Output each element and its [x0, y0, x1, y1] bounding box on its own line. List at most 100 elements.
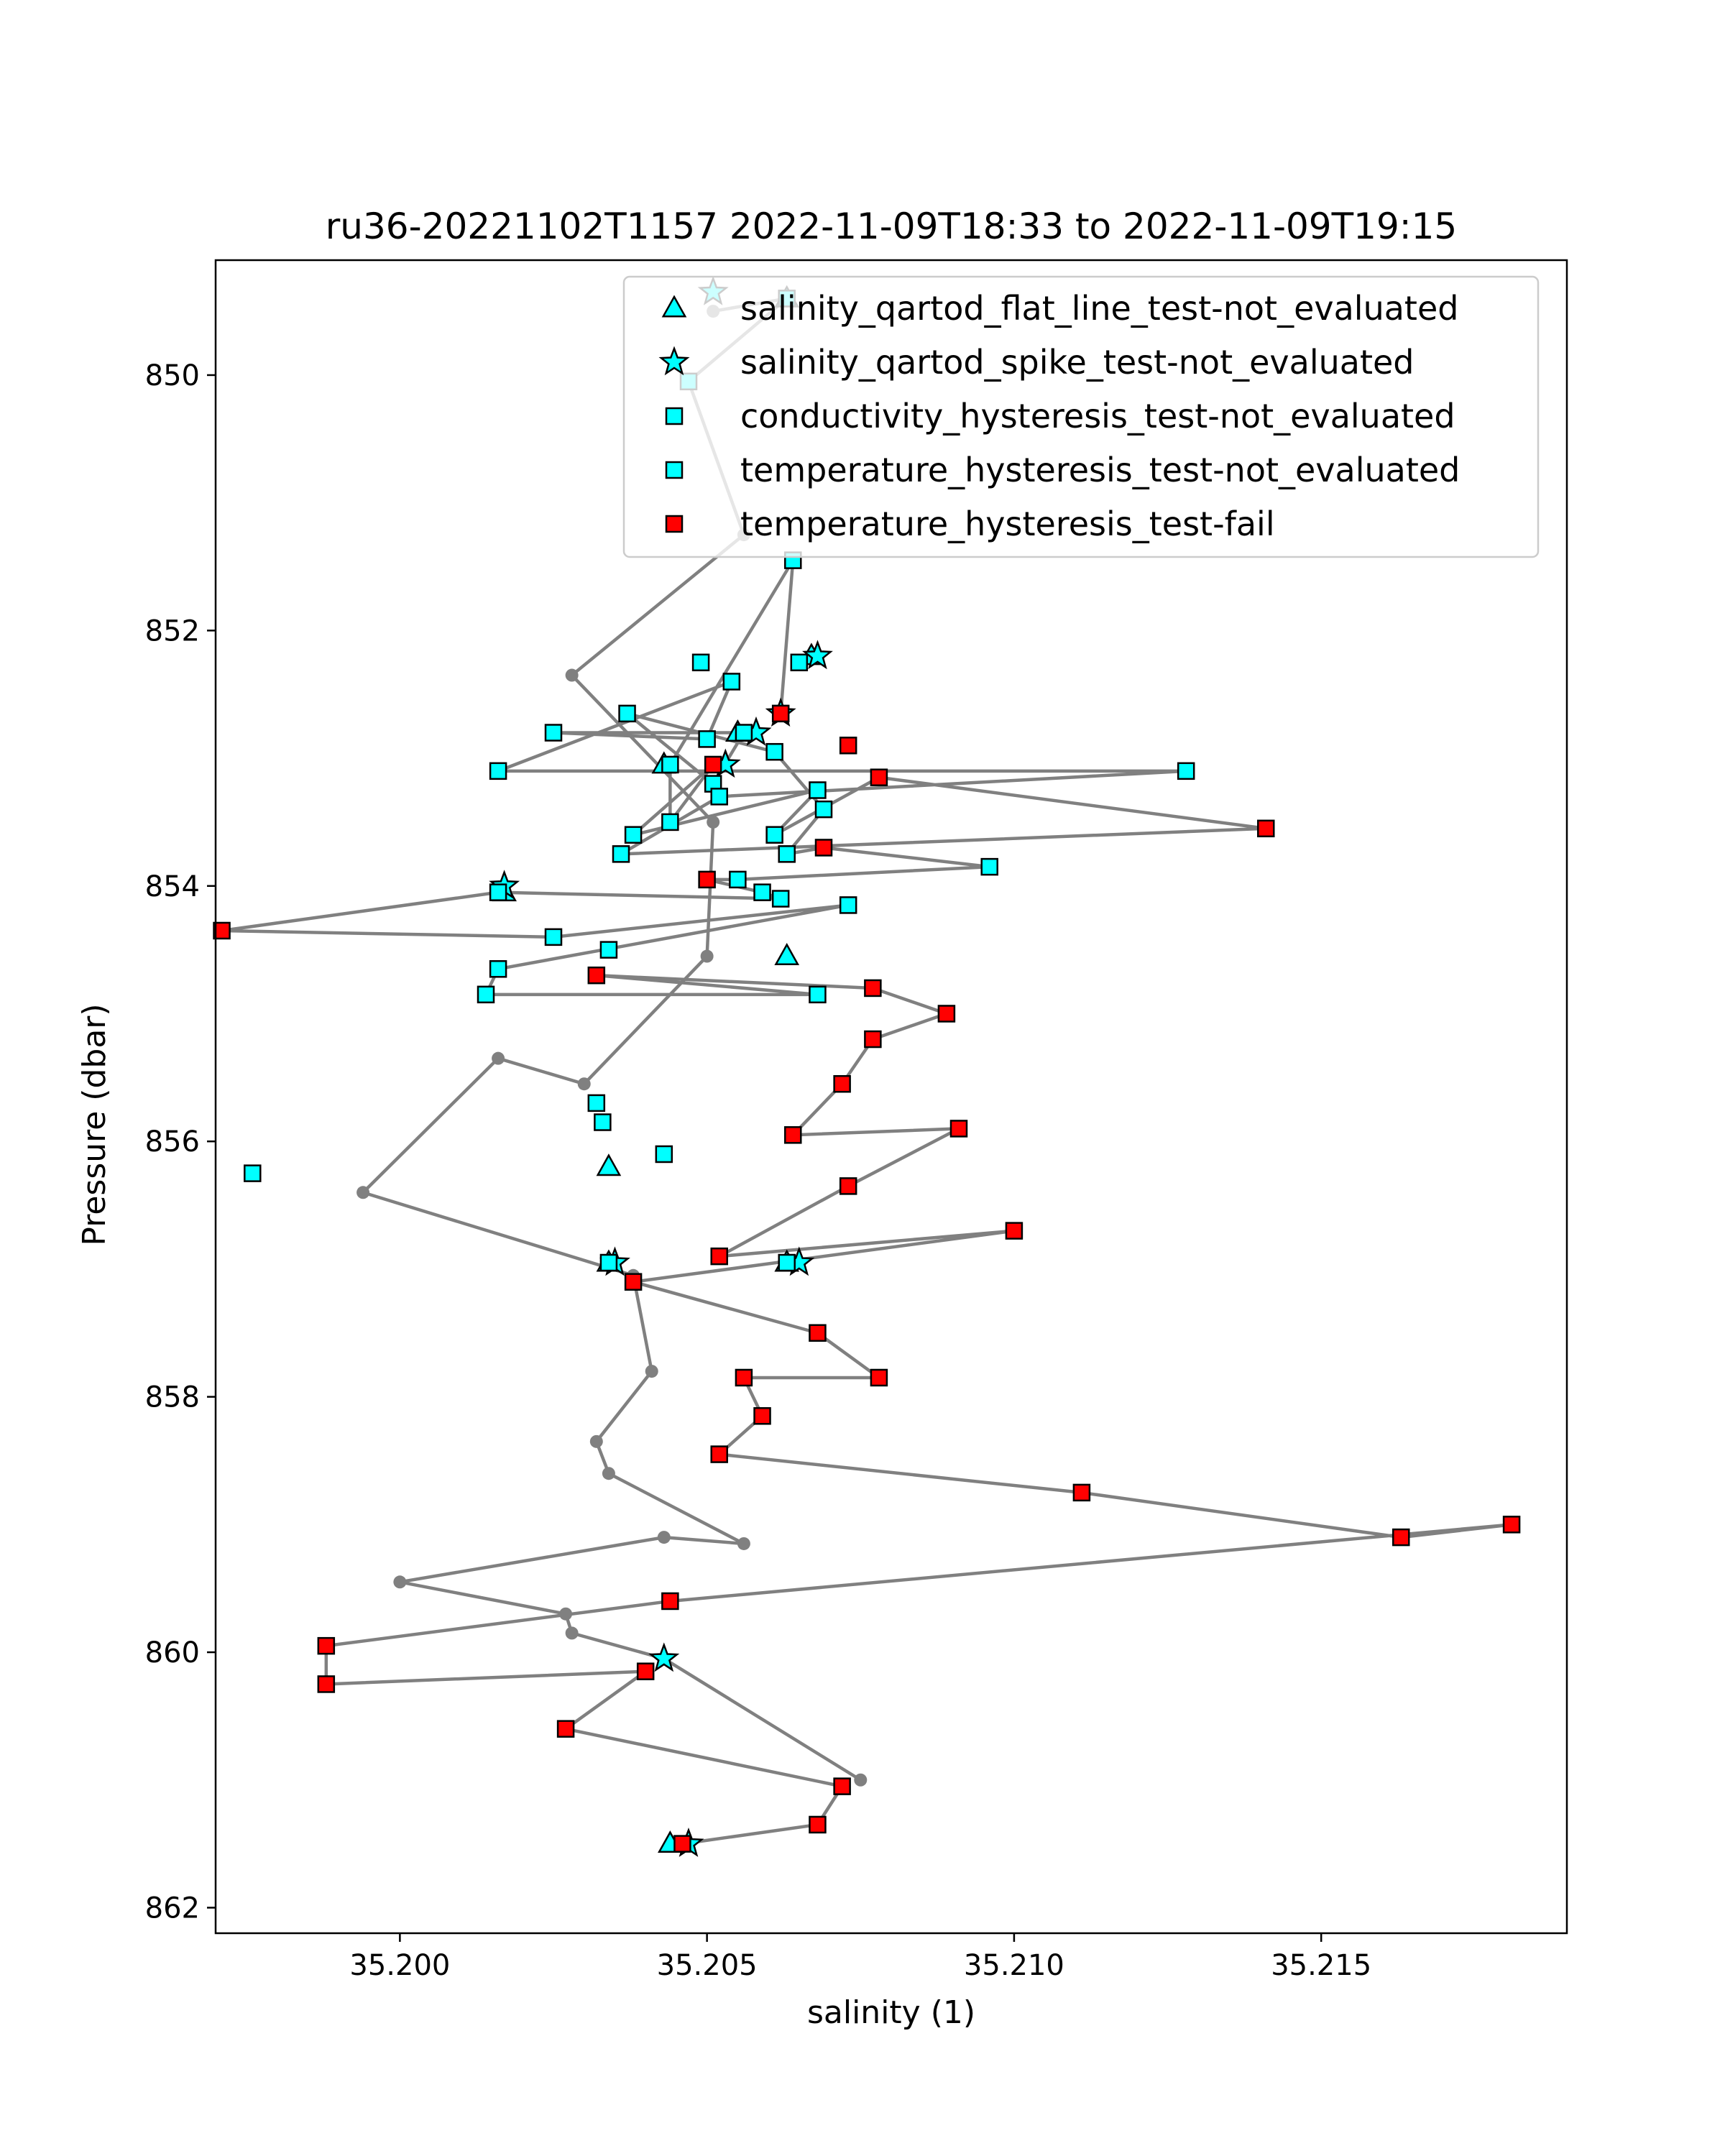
data-point — [1502, 1516, 1521, 1534]
data-point — [814, 839, 833, 857]
x-tick-label: 35.205 — [657, 1949, 758, 1982]
data-point — [771, 890, 790, 908]
data-point — [809, 1815, 827, 1834]
data-point — [673, 1835, 691, 1853]
data-point — [814, 800, 833, 819]
data-point — [735, 1368, 753, 1387]
data-point — [809, 985, 827, 1004]
data-point — [710, 1247, 728, 1266]
data-point — [870, 768, 888, 786]
legend-label: temperature_hysteresis_test-not_evaluate… — [740, 451, 1460, 489]
legend-marker — [665, 461, 684, 479]
axes: 35.200 35.205 35.210 35.215 850 852 854 856 858 8… — [145, 259, 1568, 1982]
data-point — [618, 704, 636, 723]
data-point — [489, 960, 507, 978]
data-point — [612, 845, 630, 863]
y-axis-label: Pressure (dbar) — [76, 1003, 113, 1245]
legend-box — [622, 275, 1540, 558]
data-point — [691, 653, 710, 672]
legend-label: salinity_qartod_flat_line_test-not_evalu… — [740, 289, 1458, 328]
data-point — [587, 1094, 606, 1112]
data-point — [698, 870, 716, 889]
x-tick-label: 35.210 — [964, 1949, 1064, 1982]
legend-entry: temperature_hysteresis_test-not_evaluate… — [665, 451, 1460, 489]
data-point — [587, 966, 606, 985]
data-point — [544, 928, 563, 946]
profile-point — [700, 949, 714, 963]
data-point — [661, 1592, 679, 1611]
data-point — [624, 1273, 643, 1291]
profile-point — [645, 1365, 658, 1378]
data-point — [1392, 1528, 1410, 1547]
data-point — [839, 1177, 857, 1195]
data-point — [710, 1445, 728, 1463]
legend-marker — [665, 515, 684, 533]
data-point — [213, 921, 231, 940]
profile-point — [565, 1626, 579, 1640]
data-point — [839, 737, 857, 755]
profile-point — [737, 1537, 750, 1550]
y-tick-label: 852 — [145, 614, 200, 648]
profile-point — [492, 1051, 505, 1065]
series-4 — [213, 704, 1521, 1853]
profile-point — [565, 668, 579, 682]
x-tick-label: 35.215 — [1271, 1949, 1371, 1982]
data-point — [655, 1145, 673, 1164]
data-point — [784, 1126, 802, 1144]
data-point — [624, 826, 643, 844]
profile-point — [577, 1077, 591, 1091]
data-point — [753, 1407, 771, 1425]
data-point — [980, 857, 998, 876]
data-point — [771, 704, 790, 723]
data-point — [489, 762, 507, 780]
data-point — [1072, 1483, 1091, 1502]
legend-entry: conductivity_hysteresis_test-not_evaluat… — [665, 397, 1455, 436]
data-point — [648, 1642, 680, 1672]
data-point — [778, 1253, 796, 1272]
profile-point — [707, 815, 720, 829]
legend-entry: temperature_hysteresis_test-fail — [665, 505, 1275, 543]
legend-label: temperature_hysteresis_test-fail — [740, 505, 1275, 543]
data-point — [544, 724, 563, 742]
data-point — [244, 1164, 262, 1182]
data-point — [729, 870, 747, 889]
legend-entry: salinity_qartod_flat_line_test-not_evalu… — [661, 289, 1458, 328]
legend-label: conductivity_hysteresis_test-not_evaluat… — [740, 397, 1455, 436]
data-point — [778, 845, 796, 863]
profile-point — [356, 1186, 370, 1199]
y-tick-label: 854 — [145, 870, 200, 903]
data-point — [599, 941, 618, 959]
data-point — [704, 755, 722, 774]
data-point — [317, 1636, 336, 1655]
data-point — [809, 1324, 827, 1342]
data-point — [489, 883, 507, 901]
legend-entry: salinity_qartod_spike_test-not_evaluated — [658, 343, 1414, 382]
data-point — [802, 640, 833, 670]
data-point — [937, 1005, 956, 1023]
data-point — [765, 826, 783, 844]
data-point — [556, 1720, 575, 1738]
profile-point — [657, 1531, 671, 1544]
y-tick-label: 860 — [145, 1636, 200, 1669]
data-point — [790, 653, 809, 672]
legend-marker — [661, 295, 687, 318]
data-point — [864, 1030, 882, 1049]
data-point — [1177, 762, 1195, 780]
data-point — [735, 724, 753, 742]
data-point — [636, 1662, 655, 1680]
data-point — [839, 896, 857, 914]
legend-marker — [665, 407, 684, 425]
data-point — [594, 1113, 612, 1131]
data-point — [870, 1368, 888, 1387]
y-tick-label: 862 — [145, 1892, 200, 1925]
data-point — [1257, 819, 1275, 838]
data-point — [722, 673, 741, 691]
legend-label: salinity_qartod_spike_test-not_evaluated — [740, 343, 1414, 382]
data-point — [774, 942, 800, 965]
data-point — [661, 755, 679, 774]
x-axis-label: salinity (1) — [807, 1994, 975, 2031]
data-point — [1005, 1222, 1024, 1240]
data-point — [317, 1675, 336, 1693]
y-tick-label: 850 — [145, 359, 200, 392]
